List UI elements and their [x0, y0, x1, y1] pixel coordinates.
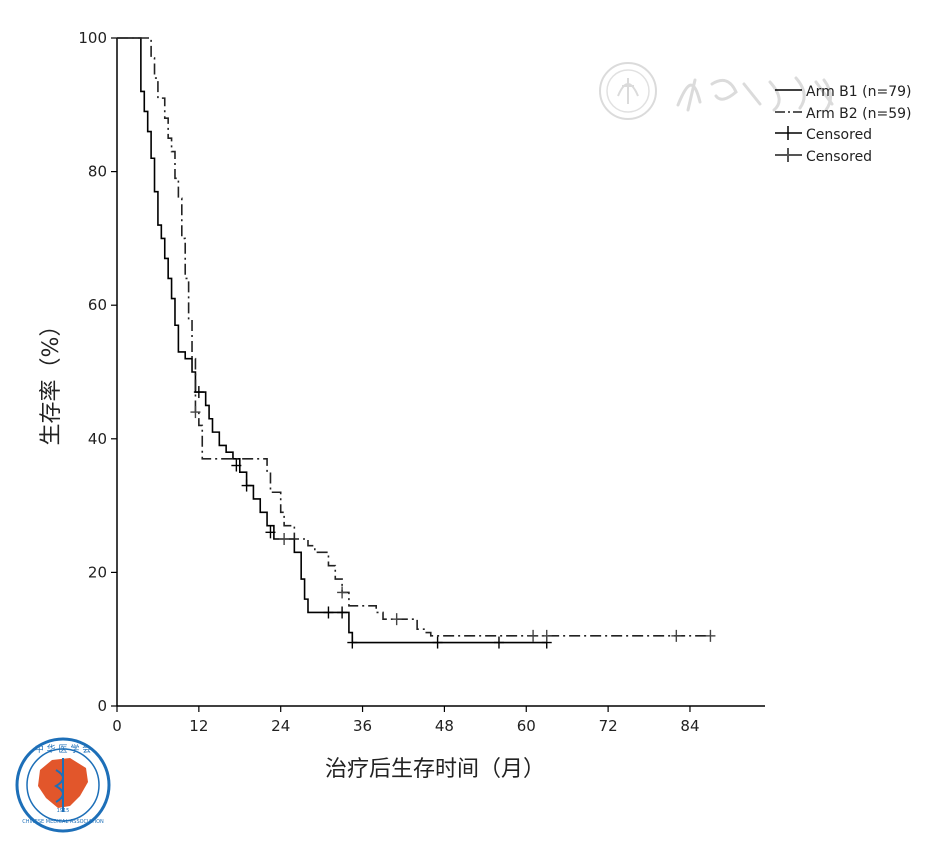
axes: 0 12 24 36 48 60 72 84 0 20 40 60 80 100	[78, 29, 765, 735]
censor-mark	[528, 629, 539, 642]
x-tick-label: 12	[189, 717, 208, 735]
y-tick-label: 40	[88, 430, 107, 448]
svg-text:中 华 医 学 会: 中 华 医 学 会	[35, 743, 91, 755]
y-tick-label: 20	[88, 563, 107, 581]
censor-mark	[671, 629, 682, 642]
legend-label-arm-b1: Arm B1 (n=79)	[806, 84, 911, 100]
watermark-seal	[599, 62, 657, 120]
censor-mark	[337, 586, 348, 599]
x-axis-title: 治疗后生存时间（月）	[325, 757, 545, 782]
censor-mark	[432, 636, 443, 649]
x-tick-label: 0	[112, 717, 122, 735]
svg-text:1915: 1915	[57, 808, 70, 814]
censor-mark	[323, 606, 334, 619]
y-tick-label: 60	[88, 296, 107, 314]
legend-label-arm-b2: Arm B2 (n=59)	[806, 106, 911, 122]
series-line-arm-b1	[117, 37, 547, 644]
chinese-medical-association-logo: 中 华 医 学 会 CHINESE MEDICAL ASSOCIATION 19…	[15, 737, 111, 833]
censor-mark	[241, 479, 252, 492]
svg-text:CHINESE MEDICAL ASSOCIATION: CHINESE MEDICAL ASSOCIATION	[22, 819, 104, 825]
legend-label-censored-2: Censored	[806, 149, 872, 165]
x-tick-label: 84	[680, 717, 699, 735]
x-tick-label: 60	[517, 717, 536, 735]
x-tick-label: 48	[435, 717, 454, 735]
x-tick-label: 72	[599, 717, 618, 735]
censor-mark	[391, 613, 402, 626]
censor-mark	[337, 606, 348, 619]
censor-mark	[347, 636, 358, 649]
censor-mark	[541, 629, 552, 642]
censor-mark	[190, 406, 201, 419]
watermark-script-text	[676, 76, 834, 112]
series-lines	[117, 37, 711, 644]
legend: Arm B1 (n=79) Arm B2 (n=59) Censored Cen…	[775, 84, 911, 165]
censor-mark	[279, 533, 290, 545]
censor-mark	[705, 629, 716, 642]
legend-censor-mark-dark	[775, 126, 802, 140]
y-axis-title: 生存率（%）	[39, 315, 64, 446]
x-tick-label: 24	[271, 717, 290, 735]
censor-mark	[493, 636, 504, 649]
censor-mark	[265, 526, 276, 539]
series-line-arm-b2	[117, 37, 711, 637]
censor-mark	[193, 386, 204, 399]
legend-label-censored-1: Censored	[806, 127, 872, 143]
x-tick-label: 36	[353, 717, 372, 735]
censor-mark	[231, 459, 242, 472]
legend-censor-mark-grey	[775, 148, 802, 162]
y-tick-label: 100	[78, 29, 107, 47]
y-tick-label: 80	[88, 163, 107, 181]
censor-marks	[190, 386, 716, 649]
y-tick-label: 0	[97, 697, 107, 715]
